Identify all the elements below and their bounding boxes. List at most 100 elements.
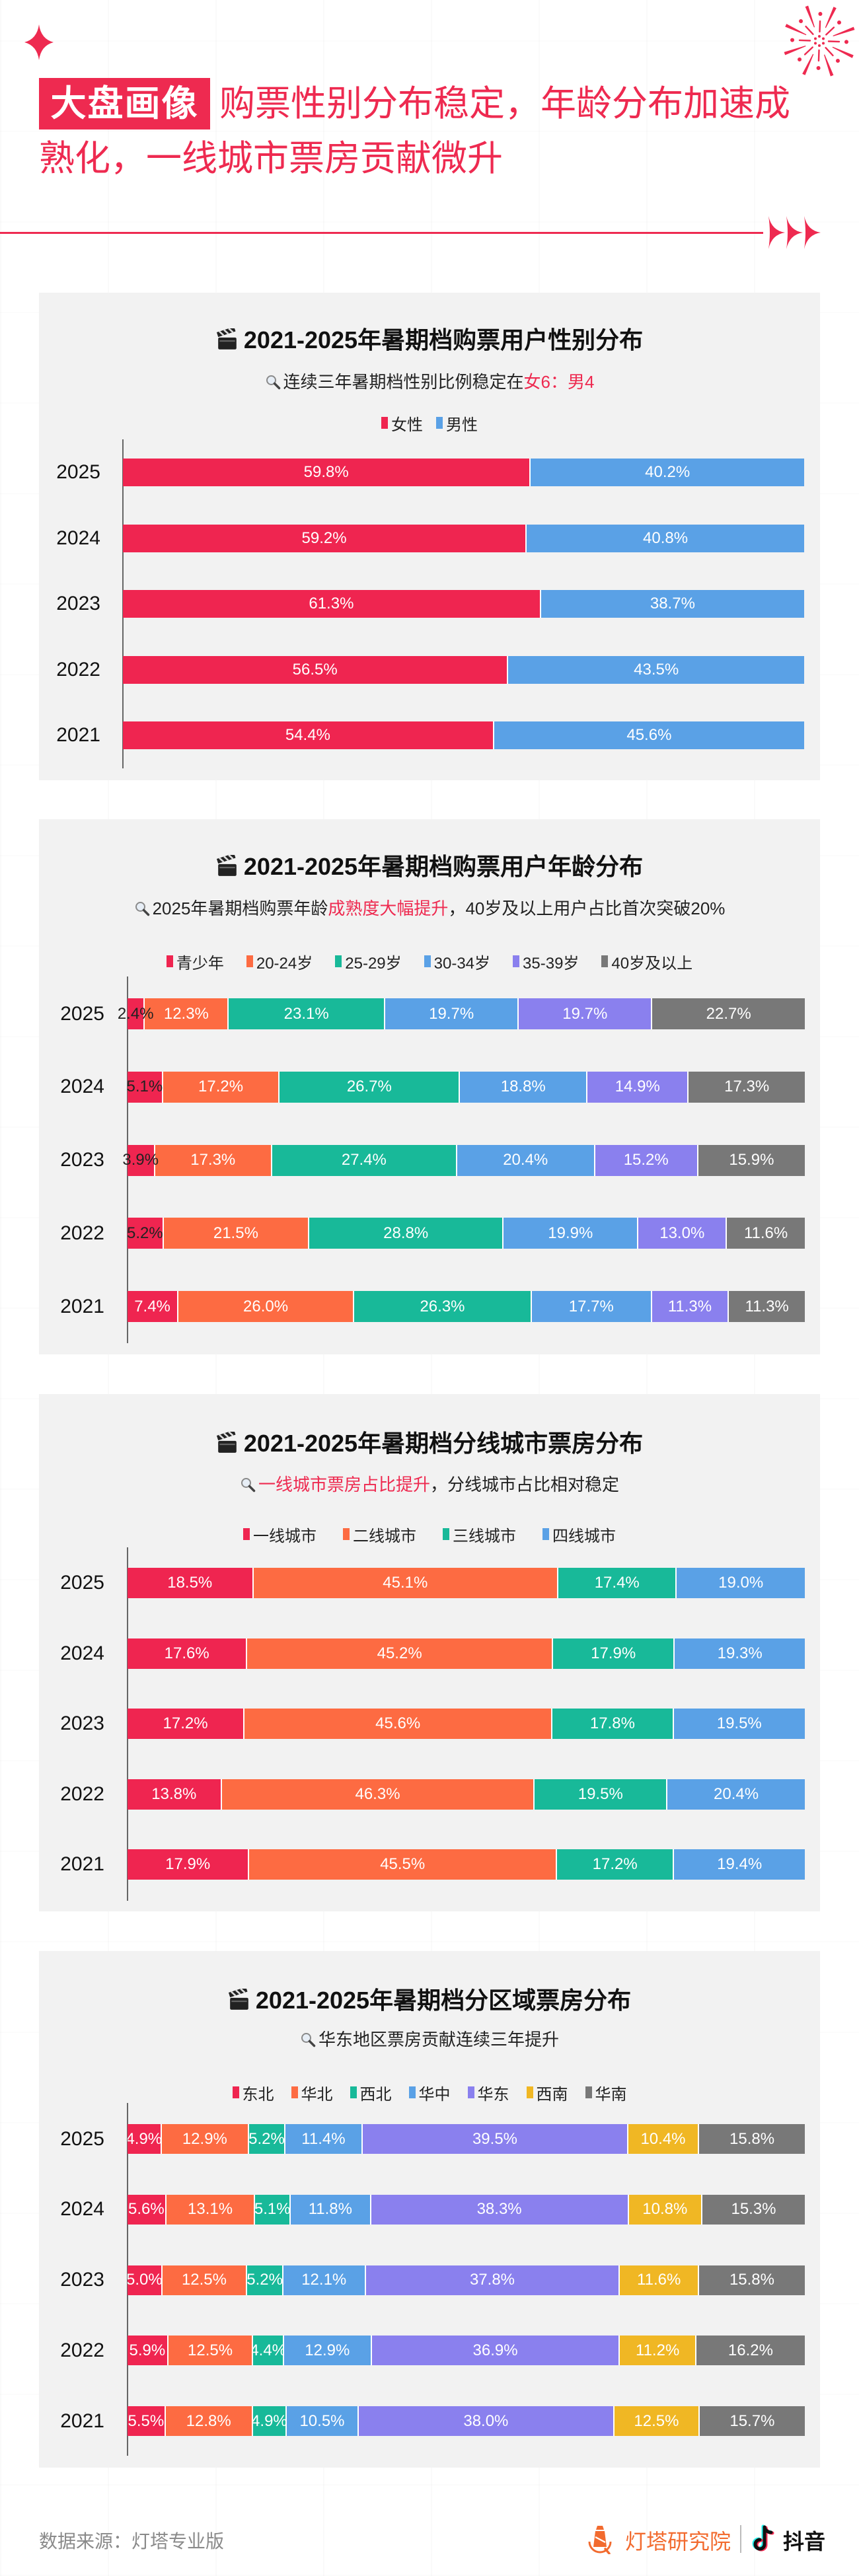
bar-row: 2024 59.2% 40.8% bbox=[39, 524, 820, 552]
data-label: 45.5% bbox=[380, 1855, 426, 1873]
data-label: 13.1% bbox=[188, 2200, 233, 2219]
bar-segment: 19.3% bbox=[673, 1638, 805, 1669]
bar-segment: 12.8% bbox=[164, 2406, 252, 2436]
legend-swatch bbox=[585, 2086, 592, 2098]
data-label: 59.8% bbox=[303, 463, 349, 481]
stacked-bar: 4.9% 12.9% 5.2% 11.4% 39.5% 10.4% 15.8% bbox=[128, 2124, 805, 2154]
legend-swatch bbox=[467, 2086, 474, 2098]
data-label: 19.7% bbox=[562, 1004, 608, 1023]
y-axis-tick-label: 2025 bbox=[60, 1572, 104, 1594]
bar-segment: 19.9% bbox=[502, 1218, 638, 1249]
data-label: 15.7% bbox=[729, 2411, 775, 2430]
bar-segment: 17.6% bbox=[128, 1638, 246, 1669]
bar-segment: 26.7% bbox=[278, 1071, 459, 1103]
stacked-bar: 56.5% 43.5% bbox=[123, 655, 804, 684]
chart-title-text: 2021-2025年暑期档购票用户性别分布 bbox=[243, 326, 644, 353]
bar-segment: 17.2% bbox=[128, 1709, 244, 1739]
bar-row: 2025 59.8% 40.2% bbox=[39, 459, 820, 486]
bar-segment: 15.9% bbox=[696, 1144, 805, 1176]
data-source: 数据来源：灯塔专业版 bbox=[39, 2531, 225, 2552]
data-label: 5.0% bbox=[128, 2271, 161, 2289]
data-label: 19.3% bbox=[717, 1644, 763, 1662]
legend-item: 35-39岁 bbox=[513, 950, 579, 973]
bar-segment: 11.8% bbox=[289, 2194, 370, 2225]
data-label: 11.6% bbox=[637, 2271, 681, 2289]
bar-segment: 12.5% bbox=[613, 2406, 698, 2436]
bar-segment: 10.5% bbox=[285, 2406, 357, 2436]
data-label: 11.2% bbox=[636, 2341, 680, 2359]
data-label: 10.5% bbox=[299, 2411, 345, 2430]
legend-item: 东北 bbox=[232, 2081, 274, 2104]
bar-segment: 27.4% bbox=[270, 1144, 456, 1176]
y-axis-tick-label: 2021 bbox=[56, 724, 100, 746]
data-label: 15.3% bbox=[731, 2200, 776, 2219]
subtitle-part: 连续三年暑期档性别比例稳定在 bbox=[283, 372, 524, 392]
legend-label: 20-24岁 bbox=[256, 954, 313, 973]
chart-subtitle-text: 连续三年暑期档性别比例稳定在女6：男4 bbox=[283, 372, 595, 392]
legend-label: 华东 bbox=[477, 2085, 509, 2104]
data-label: 17.7% bbox=[568, 1297, 614, 1315]
stacked-bar: 17.2% 45.6% 17.8% 19.5% bbox=[128, 1709, 805, 1739]
data-label: 56.5% bbox=[292, 660, 338, 679]
chart-title-text: 2021-2025年暑期档分区域票房分布 bbox=[255, 1987, 632, 2014]
bar-segment: 5.6% bbox=[128, 2194, 165, 2225]
bar-segment: 14.9% bbox=[586, 1071, 688, 1103]
y-axis-tick-label: 2025 bbox=[60, 2127, 104, 2150]
sparkle-icon bbox=[24, 24, 54, 60]
legend-swatch bbox=[408, 2086, 416, 2098]
data-label: 38.7% bbox=[650, 595, 695, 612]
legend-label: 青少年 bbox=[176, 954, 224, 973]
y-axis-tick-label: 2021 bbox=[60, 1295, 104, 1317]
bar-segment: 17.3% bbox=[687, 1071, 805, 1103]
legend-swatch bbox=[443, 1528, 449, 1540]
y-axis-tick-label: 2025 bbox=[60, 1002, 104, 1025]
bar-row: 2023 3.9% 17.3% 27.4% 20.4% 15.2% 15.9% bbox=[39, 1144, 820, 1176]
bar-segment: 36.9% bbox=[370, 2336, 619, 2366]
bar-segment: 11.6% bbox=[726, 1218, 805, 1249]
legend-label: 25-29岁 bbox=[345, 954, 402, 973]
data-label: 17.2% bbox=[163, 1714, 208, 1732]
legend-swatch bbox=[526, 2086, 533, 2098]
bar-segment: 22.7% bbox=[651, 998, 805, 1029]
data-label: 15.8% bbox=[729, 2271, 774, 2289]
bar-segment: 26.0% bbox=[177, 1291, 354, 1322]
data-label: 18.5% bbox=[167, 1574, 213, 1592]
subtitle-highlight: 成熟度大幅提升 bbox=[328, 899, 449, 918]
bar-segment: 5.2% bbox=[248, 2124, 284, 2154]
data-label: 20.4% bbox=[503, 1151, 548, 1169]
bar-segment: 18.5% bbox=[128, 1568, 252, 1598]
data-label: 26.7% bbox=[346, 1078, 392, 1096]
bar-segment: 19.4% bbox=[673, 1849, 805, 1880]
data-label: 14.9% bbox=[615, 1078, 660, 1096]
bar-segment: 15.8% bbox=[698, 2124, 805, 2154]
data-label: 19.0% bbox=[718, 1574, 764, 1592]
stacked-bar: 17.9% 45.5% 17.2% 19.4% bbox=[128, 1849, 805, 1880]
data-label: 17.9% bbox=[591, 1644, 636, 1662]
bar-segment: 4.9% bbox=[128, 2124, 161, 2154]
data-label: 19.9% bbox=[548, 1224, 593, 1242]
stacked-bar: 5.6% 13.1% 5.1% 11.8% 38.3% 10.8% 15.3% bbox=[128, 2194, 805, 2225]
bar-segment: 10.4% bbox=[626, 2124, 698, 2154]
bar-segment: 4.9% bbox=[251, 2406, 286, 2436]
data-label: 4.9% bbox=[128, 2129, 161, 2148]
chart-legend: 一线城市 二线城市 三线城市 四线城市 bbox=[39, 1524, 820, 1545]
magnifier-icon bbox=[241, 1478, 256, 1492]
bar-row: 2021 5.5% 12.8% 4.9% 10.5% 38.0% 12.5% 15.7% bbox=[39, 2406, 820, 2436]
stacked-bar: 59.2% 40.8% bbox=[123, 524, 804, 552]
chart-title: 2021-2025年暑期档购票用户性别分布 bbox=[39, 326, 820, 355]
legend-swatch bbox=[424, 955, 431, 967]
bar-segment: 5.0% bbox=[128, 2265, 161, 2295]
bar-segment: 46.3% bbox=[220, 1779, 534, 1810]
headline-line-1: 购票性别分布稳定，年龄分布加速成 bbox=[219, 84, 790, 124]
bar-row: 2024 17.6% 45.2% 17.9% 19.3% bbox=[39, 1638, 820, 1669]
legend-swatch bbox=[335, 955, 342, 967]
y-axis-tick-label: 2024 bbox=[60, 2198, 104, 2221]
stacked-bar: 5.0% 12.5% 5.2% 12.1% 37.8% 11.6% 15.8% bbox=[128, 2265, 805, 2295]
legend-item: 男性 bbox=[436, 412, 478, 435]
magnifier-icon bbox=[135, 902, 149, 916]
bar-segment: 38.3% bbox=[369, 2194, 628, 2225]
data-label: 5.2% bbox=[246, 2271, 282, 2289]
bar-rows: 2025 4.9% 12.9% 5.2% 11.4% 39.5% 10.4% 15.8% 202… bbox=[39, 2124, 820, 2436]
data-label: 39.5% bbox=[472, 2129, 518, 2148]
bar-row: 2021 7.4% 26.0% 26.3% 17.7% 11.3% 11.3% bbox=[39, 1291, 820, 1322]
